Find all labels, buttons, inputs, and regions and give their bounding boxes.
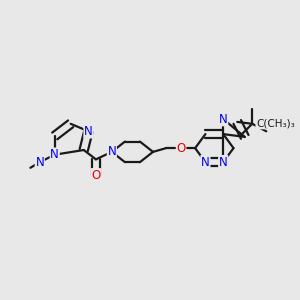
Text: O: O (91, 169, 101, 182)
Text: N: N (84, 125, 93, 138)
Text: C(CH₃)₃: C(CH₃)₃ (256, 119, 295, 129)
Text: N: N (35, 156, 44, 169)
Text: N: N (219, 156, 228, 169)
Text: N: N (201, 156, 210, 169)
Text: N: N (219, 112, 228, 126)
Text: N: N (107, 146, 116, 158)
Text: N: N (50, 148, 59, 161)
Text: O: O (176, 142, 186, 154)
